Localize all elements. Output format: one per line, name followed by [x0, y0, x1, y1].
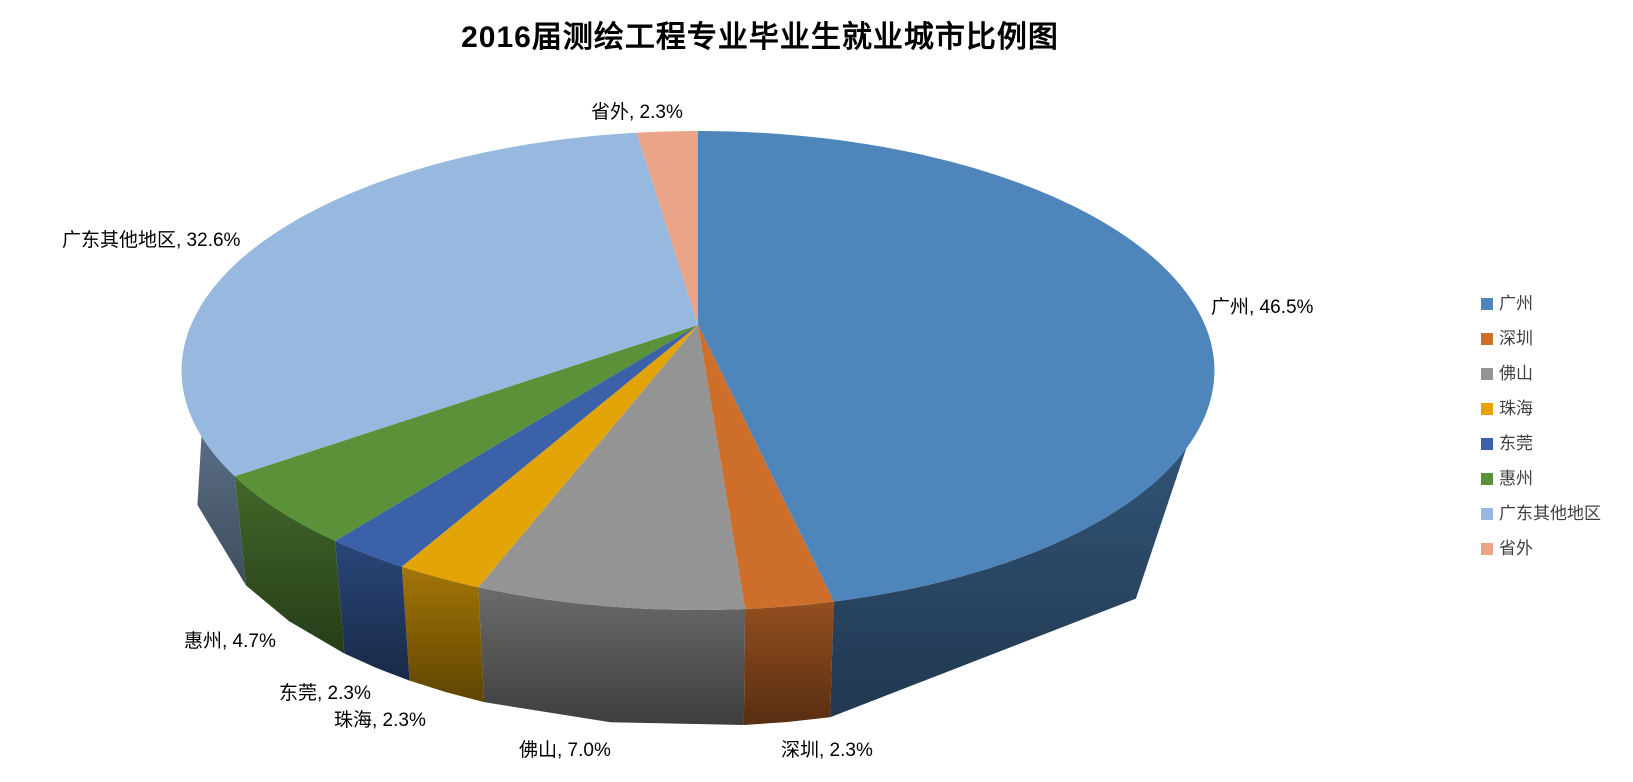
pie-slice-side-3 [401, 566, 485, 703]
legend-swatch-icon [1481, 367, 1493, 380]
pie-data-label-5: 惠州, 4.7% [184, 631, 276, 652]
chart-title: 2016届测绘工程专业毕业生就业城市比例图 [461, 21, 1059, 54]
legend-label: 深圳 [1499, 329, 1533, 348]
pie-slice-side-4 [335, 540, 410, 681]
pie-slice-2[interactable] [478, 325, 746, 610]
pie-slice-0[interactable] [698, 131, 1215, 602]
legend-label: 省外 [1499, 539, 1533, 558]
pie-slice-6[interactable] [181, 132, 698, 477]
legend-item-1[interactable]: 深圳 [1481, 330, 1601, 347]
pie-data-label-3: 珠海, 2.3% [334, 710, 426, 731]
pie-slice-side-5 [234, 476, 345, 654]
pie-slice-3[interactable] [401, 325, 698, 588]
legend-label: 惠州 [1499, 469, 1533, 488]
pie-data-label-0: 广州, 46.5% [1211, 297, 1314, 318]
legend-label: 珠海 [1499, 399, 1533, 418]
legend-item-7[interactable]: 省外 [1481, 540, 1601, 557]
legend-item-0[interactable]: 广州 [1481, 295, 1601, 312]
legend-swatch-icon [1481, 472, 1493, 485]
legend-item-6[interactable]: 广东其他地区 [1481, 505, 1601, 522]
legend-item-4[interactable]: 东莞 [1481, 435, 1601, 452]
legend-label: 佛山 [1499, 364, 1533, 383]
pie-data-label-6: 广东其他地区, 32.6% [62, 230, 241, 251]
pie-data-label-4: 东莞, 2.3% [279, 683, 371, 704]
pie-data-label-2: 佛山, 7.0% [519, 740, 611, 761]
pie-data-label-7: 省外, 2.3% [591, 102, 683, 123]
pie-slice-4[interactable] [335, 325, 698, 567]
legend-swatch-icon [1481, 437, 1493, 450]
legend-item-3[interactable]: 珠海 [1481, 400, 1601, 417]
legend-label: 东莞 [1499, 434, 1533, 453]
pie-slice-side-2 [478, 587, 746, 725]
legend-item-5[interactable]: 惠州 [1481, 470, 1601, 487]
pie-data-label-1: 深圳, 2.3% [781, 740, 873, 761]
pie-slice-7[interactable] [636, 131, 698, 325]
legend-swatch-icon [1481, 402, 1493, 415]
legend-label: 广东其他地区 [1499, 504, 1601, 523]
pie-slice-side-1 [743, 601, 834, 725]
legend-swatch-icon [1481, 542, 1493, 555]
legend-item-2[interactable]: 佛山 [1481, 365, 1601, 382]
legend-label: 广州 [1499, 294, 1533, 313]
legend-swatch-icon [1481, 332, 1493, 345]
pie-slice-5[interactable] [234, 325, 698, 541]
pie-slice-1[interactable] [698, 325, 834, 609]
legend: 广州深圳佛山珠海东莞惠州广东其他地区 省外 [1481, 295, 1601, 575]
pie-slice-side-0 [830, 325, 1215, 718]
legend-swatch-icon [1481, 507, 1493, 520]
legend-swatch-icon [1481, 297, 1493, 310]
